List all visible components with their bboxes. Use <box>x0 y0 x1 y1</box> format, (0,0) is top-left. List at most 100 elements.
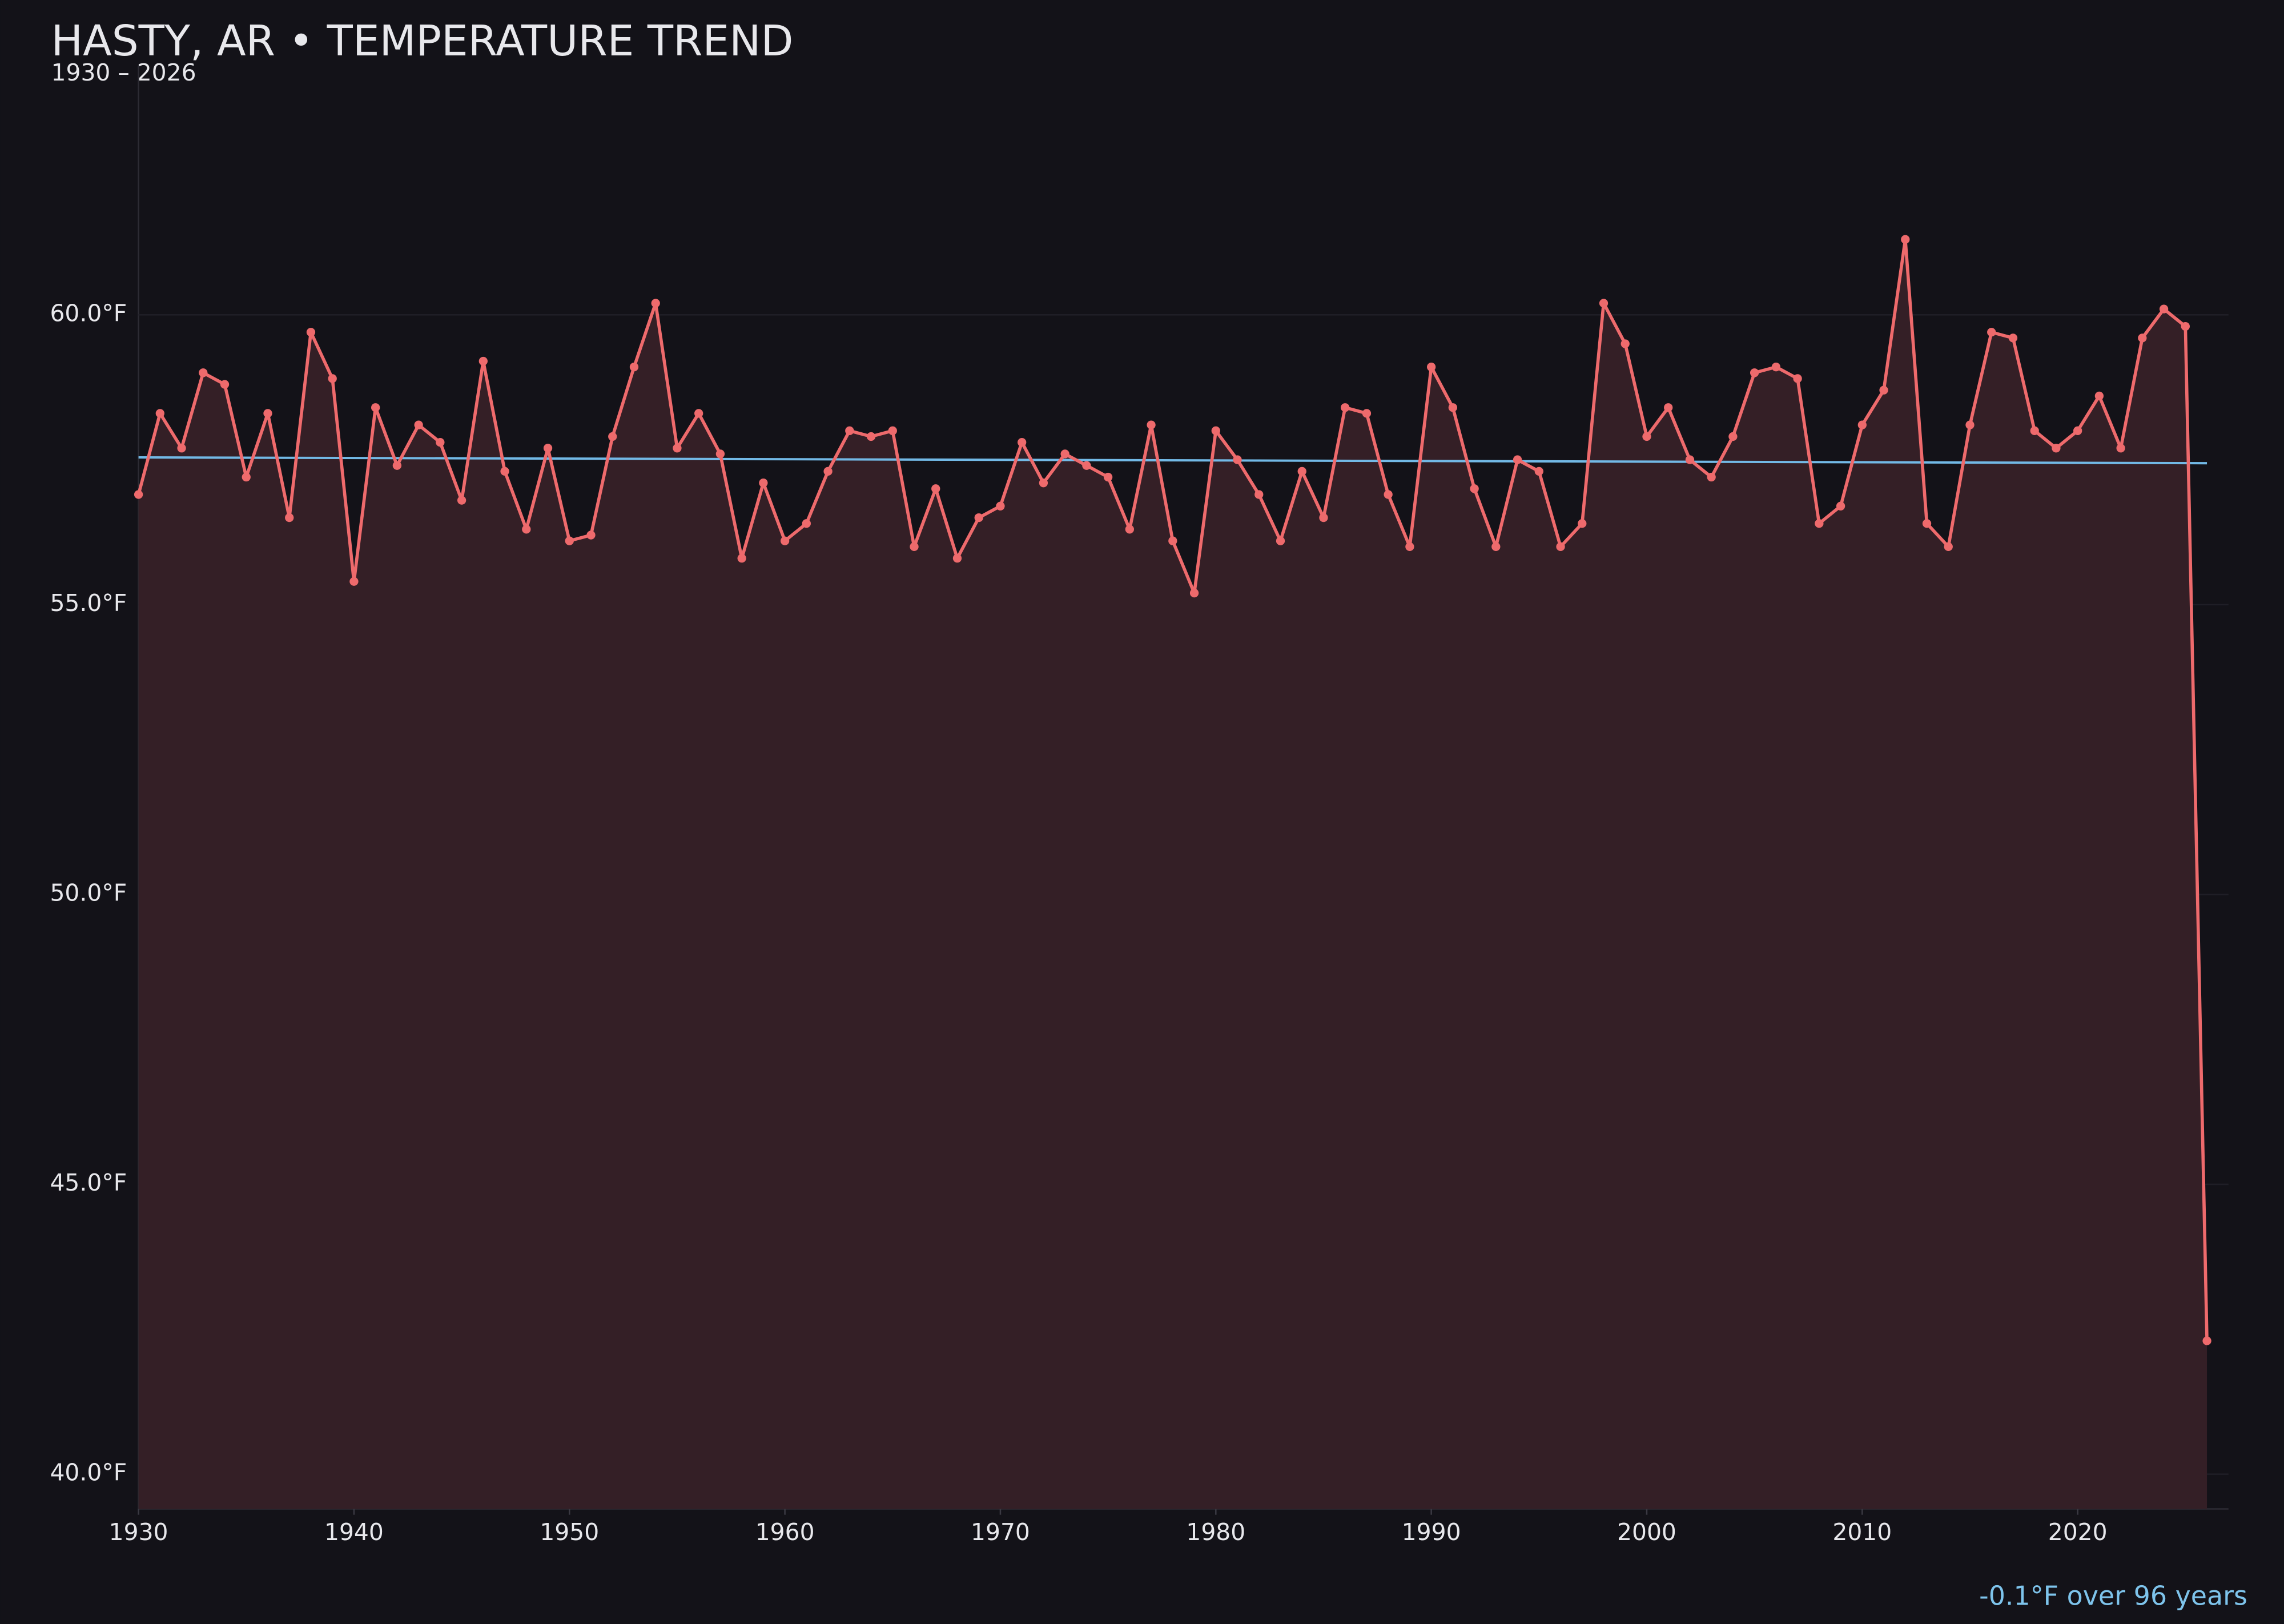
point <box>457 496 467 505</box>
point <box>866 432 876 441</box>
point <box>1944 542 1953 552</box>
y-tick-label: 55.0°F <box>50 589 127 617</box>
point <box>1082 461 1091 470</box>
point <box>823 467 833 476</box>
x-tick-label: 1980 <box>1186 1518 1245 1546</box>
point <box>802 519 811 528</box>
point <box>1922 519 1932 528</box>
point <box>306 328 316 337</box>
y-tick-label: 50.0°F <box>50 879 127 906</box>
x-tick-label: 1990 <box>1402 1518 1461 1546</box>
point <box>2159 304 2169 313</box>
point <box>629 363 639 372</box>
x-tick-label: 1970 <box>971 1518 1030 1546</box>
point <box>1341 403 1350 412</box>
point <box>1857 420 1867 429</box>
trend-annotation: -0.1°F over 96 years <box>1979 1581 2247 1611</box>
point <box>371 403 380 412</box>
point <box>263 409 272 418</box>
point <box>1060 449 1069 459</box>
point <box>1018 437 1027 447</box>
point <box>565 536 574 545</box>
x-tick-label: 2000 <box>1617 1518 1676 1546</box>
point <box>1147 420 1156 429</box>
point <box>1470 484 1479 493</box>
x-tick-label: 1960 <box>755 1518 815 1546</box>
point <box>1879 385 1888 395</box>
point <box>1384 490 1393 499</box>
point <box>436 437 445 447</box>
point <box>1426 363 1436 372</box>
y-tick-label: 40.0°F <box>50 1459 127 1486</box>
point <box>199 368 208 377</box>
point <box>2008 333 2018 343</box>
point <box>1793 374 1802 383</box>
point <box>737 554 746 563</box>
point <box>134 490 143 499</box>
point <box>522 525 531 534</box>
point <box>1448 403 1458 412</box>
point <box>1189 588 1199 598</box>
point <box>910 542 919 552</box>
point <box>996 501 1005 510</box>
point <box>715 449 725 459</box>
point <box>673 444 682 453</box>
point <box>651 299 660 308</box>
x-tick-label: 1940 <box>324 1518 384 1546</box>
point <box>220 380 230 389</box>
point <box>1319 513 1328 522</box>
trend-line <box>138 456 2207 465</box>
point <box>780 536 790 545</box>
point <box>2073 426 2082 435</box>
point <box>694 409 703 418</box>
point <box>2116 444 2125 453</box>
point <box>1578 519 1587 528</box>
point <box>1664 403 1673 412</box>
point <box>1728 432 1738 441</box>
point <box>1620 339 1630 348</box>
x-tick-label: 2020 <box>2048 1518 2108 1546</box>
point <box>1599 299 1609 308</box>
point <box>1513 455 1522 464</box>
point <box>328 374 337 383</box>
area <box>138 239 2207 1509</box>
point <box>414 420 423 429</box>
point <box>1534 467 1543 476</box>
point <box>1276 536 1285 545</box>
point <box>888 426 897 435</box>
y-tick-label: 45.0°F <box>50 1169 127 1196</box>
point <box>931 484 940 493</box>
point <box>759 479 768 488</box>
point <box>242 472 251 482</box>
point <box>155 409 164 418</box>
point <box>478 356 488 366</box>
point <box>1965 420 1975 429</box>
point <box>845 426 854 435</box>
point <box>1556 542 1565 552</box>
point <box>392 461 402 470</box>
point <box>349 577 359 586</box>
point <box>1254 490 1264 499</box>
point <box>608 432 617 441</box>
point <box>2202 1336 2211 1345</box>
point <box>586 530 596 540</box>
point <box>1491 542 1501 552</box>
point <box>1103 472 1113 482</box>
point <box>1039 479 1048 488</box>
point <box>1815 519 1824 528</box>
point <box>2138 333 2147 343</box>
point <box>1233 455 1242 464</box>
x-tick-label: 1930 <box>109 1518 168 1546</box>
point <box>1405 542 1414 552</box>
point <box>1297 467 1306 476</box>
point <box>2030 426 2039 435</box>
point <box>285 513 294 522</box>
x-tick-label: 1950 <box>540 1518 599 1546</box>
chart-subtitle: 1930 – 2026 <box>51 59 196 86</box>
point <box>974 513 983 522</box>
point <box>543 444 553 453</box>
point <box>2052 444 2061 453</box>
